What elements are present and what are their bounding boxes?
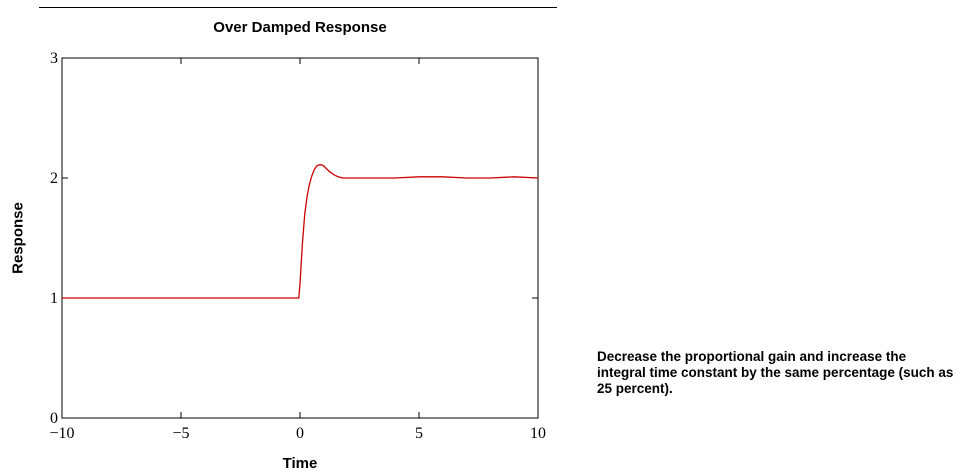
x-tick-label: 10 bbox=[530, 425, 546, 442]
x-axis-label: Time bbox=[282, 455, 318, 472]
chart-title: Over Damped Response bbox=[213, 19, 387, 36]
y-tick-label: 1 bbox=[50, 290, 58, 307]
side-note: Decrease the proportional gain and incre… bbox=[597, 349, 954, 396]
x-tick-label: 5 bbox=[415, 425, 423, 442]
y-tick-label: 0 bbox=[50, 410, 58, 427]
x-tick-label: −5 bbox=[172, 425, 189, 442]
series-group bbox=[62, 164, 539, 299]
axis-tick-labels: −10 −5 0 5 10 0 1 2 3 bbox=[49, 50, 546, 442]
plot-frame bbox=[61, 57, 539, 419]
x-tick-label: −10 bbox=[49, 425, 74, 442]
axis-ticks bbox=[62, 58, 538, 418]
response-series-line bbox=[62, 164, 539, 299]
y-tick-label: 2 bbox=[50, 170, 58, 187]
y-tick-label: 3 bbox=[50, 50, 58, 67]
x-tick-label: 0 bbox=[296, 425, 304, 442]
top-rule bbox=[39, 7, 557, 8]
